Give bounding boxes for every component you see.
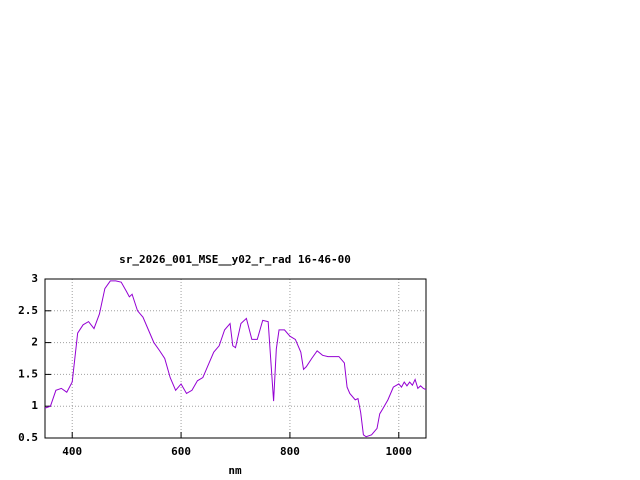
x-tick-label: 600 bbox=[171, 445, 191, 458]
x-tick-label: 800 bbox=[280, 445, 300, 458]
x-axis-label: nm bbox=[228, 464, 242, 477]
y-tick-label: 0.5 bbox=[18, 431, 38, 444]
plot-border bbox=[44, 278, 427, 439]
data-line bbox=[44, 280, 427, 438]
x-tick-label: 400 bbox=[62, 445, 82, 458]
y-tick-label: 1.5 bbox=[18, 367, 38, 380]
y-tick-label: 1 bbox=[31, 399, 38, 412]
chart-title: sr_2026_001_MSE__y02_r_rad 16-46-00 bbox=[119, 253, 351, 266]
y-tick-label: 3 bbox=[31, 272, 38, 285]
y-tick-label: 2 bbox=[31, 336, 38, 349]
x-tick-label: 1000 bbox=[386, 445, 413, 458]
y-tick-label: 2.5 bbox=[18, 304, 38, 317]
